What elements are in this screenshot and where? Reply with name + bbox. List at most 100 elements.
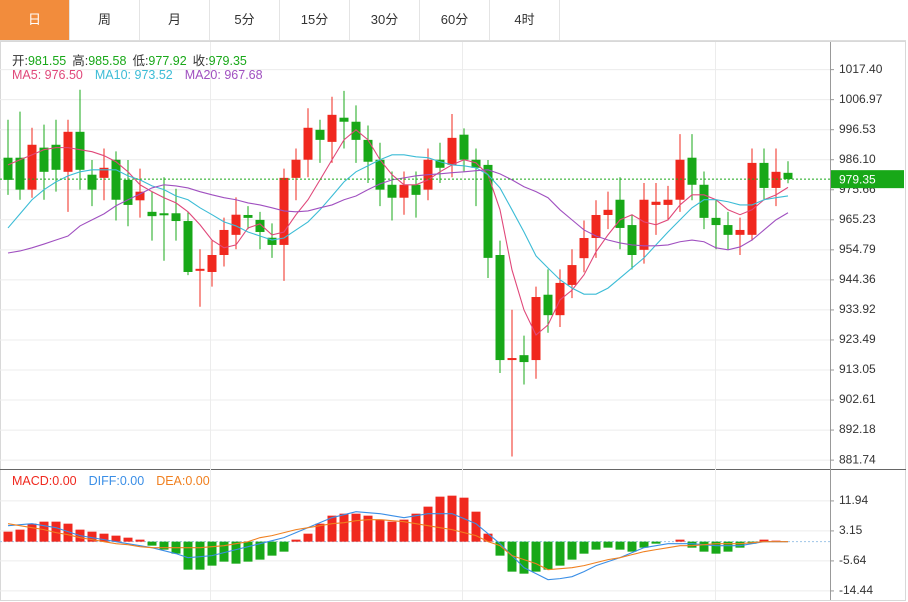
y-tick-label: 892.18 bbox=[839, 422, 876, 436]
candle-body bbox=[123, 179, 133, 205]
y-tick-label: 933.92 bbox=[839, 302, 876, 316]
candle-body bbox=[771, 171, 781, 188]
candle-body bbox=[519, 355, 529, 363]
period-tab[interactable]: 30分 bbox=[350, 0, 420, 40]
macd-bar bbox=[567, 541, 577, 560]
macd-bar bbox=[459, 497, 469, 542]
macd-bar bbox=[27, 523, 37, 542]
candle-body bbox=[675, 159, 685, 200]
legend-entry: MA20: 967.68 bbox=[184, 68, 263, 82]
candle-body bbox=[183, 221, 193, 272]
ohlc-info: 开:981.55 高:985.58 低:977.92 收:979.35 bbox=[12, 50, 253, 69]
macd-bar bbox=[363, 515, 373, 542]
candle-body bbox=[159, 213, 169, 216]
candle-body bbox=[63, 131, 73, 172]
candle-body bbox=[435, 159, 445, 168]
macd-bar bbox=[591, 541, 601, 550]
line bbox=[7, 129, 789, 336]
macd-bar bbox=[615, 541, 625, 550]
macd-bar bbox=[411, 513, 421, 542]
candle-body bbox=[531, 297, 541, 361]
info-label: 开: bbox=[12, 54, 28, 68]
period-tab[interactable]: 日 bbox=[0, 0, 70, 40]
y-tick-label: 913.05 bbox=[839, 362, 876, 376]
y-tick-label: 944.36 bbox=[839, 272, 876, 286]
candle-body bbox=[3, 157, 13, 180]
period-tabs: 日周月 5分 15分 30分 60分 4时 bbox=[0, 0, 906, 41]
last-price-box bbox=[831, 170, 904, 189]
candle-body bbox=[735, 229, 745, 235]
frame bbox=[0, 41, 906, 601]
candle-body bbox=[399, 184, 409, 198]
candle-body bbox=[135, 191, 145, 201]
macd-bar bbox=[339, 513, 349, 542]
y-tick-label: 902.61 bbox=[839, 392, 876, 406]
macd-bar bbox=[531, 541, 541, 572]
candle-body bbox=[291, 159, 301, 178]
last-price-label: 979.35 bbox=[839, 172, 876, 186]
legend-entry: MA10: 973.52 bbox=[94, 68, 173, 82]
macd-bar bbox=[351, 513, 361, 542]
candle-body bbox=[627, 225, 637, 255]
candle-body bbox=[747, 162, 757, 235]
period-tab[interactable]: 60分 bbox=[420, 0, 490, 40]
macd-bar bbox=[147, 541, 157, 546]
y-tick-label: 996.53 bbox=[839, 122, 876, 136]
y-tick-label: 954.79 bbox=[839, 242, 876, 256]
macd-bar bbox=[735, 541, 745, 548]
macd-bar bbox=[291, 539, 301, 542]
macd-bar bbox=[111, 535, 121, 542]
candle-body bbox=[375, 159, 385, 190]
candle-body bbox=[111, 159, 121, 200]
candle-body bbox=[459, 134, 469, 160]
candle-body bbox=[75, 131, 85, 170]
info-value: 979.35 bbox=[208, 54, 247, 68]
candle-body bbox=[507, 358, 517, 361]
line bbox=[7, 154, 789, 295]
macd-bar bbox=[39, 521, 49, 542]
macd-bar bbox=[63, 523, 73, 542]
macd-bar bbox=[627, 541, 637, 552]
candle-body bbox=[15, 157, 25, 190]
candle-body bbox=[639, 199, 649, 250]
y-tick-label: -14.44 bbox=[839, 583, 873, 597]
period-tab[interactable]: 4时 bbox=[490, 0, 560, 40]
macd-bar bbox=[759, 539, 769, 542]
candle-body bbox=[555, 282, 565, 316]
macd-bar bbox=[135, 539, 145, 542]
candle-body bbox=[207, 255, 217, 272]
period-tab[interactable]: 15分 bbox=[280, 0, 350, 40]
candle-body bbox=[615, 199, 625, 228]
candle-body bbox=[195, 268, 205, 271]
macd-bar bbox=[435, 496, 445, 542]
macd-bar bbox=[15, 529, 25, 542]
macd-bar bbox=[471, 511, 481, 542]
y-tick-label: 881.74 bbox=[839, 452, 876, 466]
candle-body bbox=[723, 225, 733, 235]
macd-bar bbox=[387, 521, 397, 542]
macd-bar bbox=[279, 541, 289, 552]
candle-body bbox=[651, 201, 661, 205]
period-tab[interactable]: 周 bbox=[70, 0, 140, 40]
y-tick-label: 3.15 bbox=[839, 523, 863, 537]
macd-bar bbox=[123, 537, 133, 542]
y-tick-label: 11.94 bbox=[839, 493, 868, 507]
candle-body bbox=[471, 159, 481, 168]
period-tab[interactable]: 5分 bbox=[210, 0, 280, 40]
macd-bar bbox=[99, 533, 109, 542]
info-label: 高: bbox=[72, 54, 89, 68]
macd-bar bbox=[183, 541, 193, 570]
period-tab[interactable]: 月 bbox=[140, 0, 210, 40]
legend-entry: DIFF:0.00 bbox=[88, 474, 145, 488]
candle-body bbox=[783, 172, 793, 180]
line bbox=[7, 511, 788, 581]
info-value: 985.58 bbox=[88, 54, 127, 68]
macd-bar bbox=[495, 541, 505, 556]
macd-bar bbox=[87, 531, 97, 542]
ma-legend: MA5: 976.50 MA10: 973.52 MA20: 967.68 bbox=[12, 68, 275, 82]
candle-body bbox=[51, 144, 61, 170]
candle-body bbox=[543, 294, 553, 316]
candle-body bbox=[411, 184, 421, 195]
candle-body bbox=[495, 255, 505, 361]
